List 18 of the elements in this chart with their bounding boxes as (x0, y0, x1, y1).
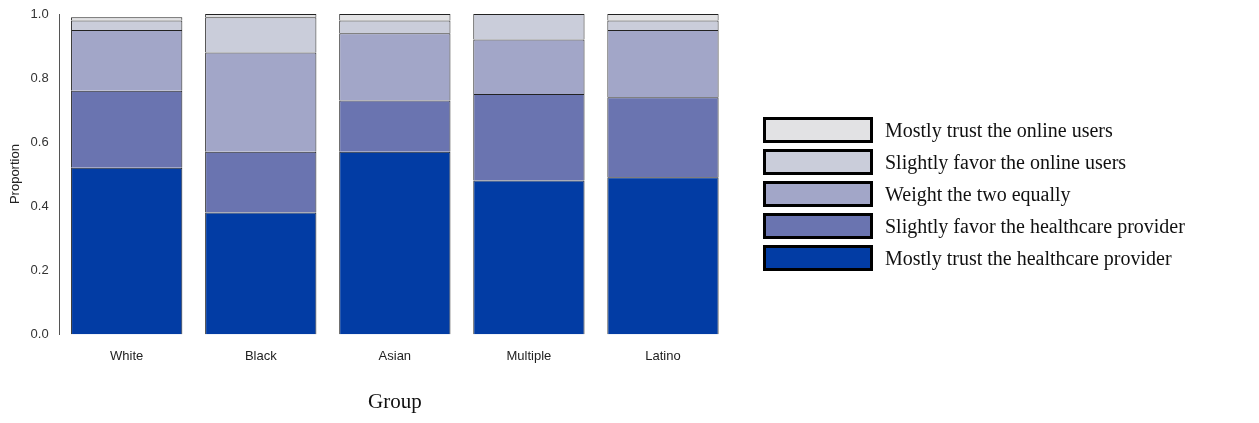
text: Slightly favor the healthcare provider (885, 214, 1185, 238)
x-axis-title: Group (368, 388, 422, 413)
x-tick-label: Multiple (506, 347, 552, 363)
y-tick-label: 0.0 (30, 325, 49, 341)
x-tick-label: Latino (645, 347, 681, 363)
text: Mostly trust the online users (885, 118, 1113, 142)
text: Slightly favor the online users (885, 150, 1127, 174)
text: Mostly trust the healthcare provider (885, 246, 1172, 270)
text: Weight the two equally (885, 182, 1071, 206)
y-axis-title: Proportion (7, 144, 23, 205)
x-tick-label: White (110, 347, 144, 363)
y-tick-label: 1.0 (30, 5, 49, 21)
y-tick-label: 0.8 (30, 69, 49, 85)
y-tick-label: 0.2 (30, 261, 49, 277)
x-tick-label: Asian (378, 347, 412, 363)
y-tick-label: 0.4 (30, 197, 49, 213)
y-tick-label: 0.6 (30, 133, 49, 149)
x-tick-label: Black (244, 347, 278, 363)
